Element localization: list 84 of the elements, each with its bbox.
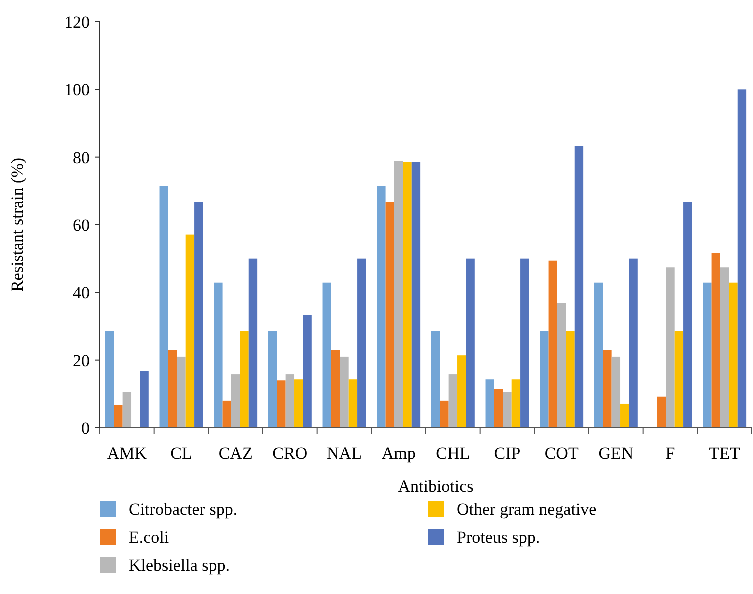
bar bbox=[503, 392, 512, 428]
y-tick-label: 60 bbox=[73, 216, 90, 235]
bar bbox=[720, 268, 730, 428]
bar bbox=[440, 400, 449, 428]
legend-label: Other gram negative bbox=[457, 500, 597, 519]
bar bbox=[557, 303, 566, 428]
bar bbox=[666, 268, 675, 428]
legend-label: E.coli bbox=[129, 528, 170, 547]
bar bbox=[214, 282, 223, 428]
bar bbox=[684, 202, 692, 428]
y-tick-label: 120 bbox=[64, 12, 90, 32]
x-tick-label: CIP bbox=[494, 444, 521, 463]
y-tick-label: 20 bbox=[73, 351, 90, 370]
bar bbox=[703, 282, 712, 428]
x-tick-label: Amp bbox=[382, 444, 416, 463]
bar bbox=[114, 404, 123, 428]
x-tick-label: CAZ bbox=[218, 444, 253, 463]
bar bbox=[729, 282, 738, 428]
bar bbox=[674, 331, 684, 428]
bar bbox=[738, 90, 747, 428]
bar bbox=[331, 350, 340, 428]
x-tick-label: GEN bbox=[598, 444, 634, 463]
bar bbox=[294, 380, 304, 428]
bar bbox=[340, 356, 349, 428]
x-tick-label: CRO bbox=[272, 444, 308, 463]
x-tick-label: CL bbox=[170, 444, 192, 463]
bar bbox=[268, 331, 278, 428]
bar bbox=[222, 400, 232, 428]
legend-label: Citrobacter spp. bbox=[129, 500, 238, 519]
bar bbox=[186, 234, 195, 428]
bar bbox=[240, 331, 249, 428]
bar bbox=[303, 315, 312, 428]
bar bbox=[520, 258, 530, 428]
y-tick-label: 40 bbox=[73, 284, 90, 303]
x-tick-label: CHL bbox=[436, 444, 470, 463]
legend-label: Klebsiella spp. bbox=[129, 556, 230, 575]
bar bbox=[494, 389, 504, 428]
bar bbox=[377, 186, 386, 428]
bar bbox=[574, 146, 584, 428]
bar bbox=[548, 260, 558, 428]
bar bbox=[394, 161, 404, 428]
legend-label: Proteus spp. bbox=[457, 528, 540, 547]
x-tick-label: F bbox=[666, 444, 676, 463]
bar bbox=[712, 253, 720, 428]
y-axis-title: Resistant strain (%) bbox=[8, 158, 27, 292]
bar bbox=[168, 350, 178, 428]
bar bbox=[386, 202, 394, 428]
y-tick-label: 80 bbox=[73, 148, 90, 168]
bar bbox=[140, 372, 149, 428]
bar bbox=[194, 202, 204, 428]
bar bbox=[629, 258, 638, 428]
bar bbox=[448, 374, 458, 428]
bar bbox=[248, 258, 258, 428]
bar bbox=[566, 331, 575, 428]
bar bbox=[277, 380, 286, 428]
bar bbox=[286, 374, 295, 428]
bar bbox=[657, 396, 666, 428]
bar bbox=[458, 356, 466, 428]
bar bbox=[540, 331, 549, 428]
x-tick-label: NAL bbox=[327, 444, 362, 463]
bar bbox=[486, 380, 494, 428]
bar bbox=[603, 350, 612, 428]
bar bbox=[512, 380, 521, 428]
bar bbox=[322, 282, 332, 428]
x-tick-label: TET bbox=[709, 444, 742, 463]
bar bbox=[348, 380, 358, 428]
y-tick-label: 100 bbox=[64, 80, 90, 100]
bar bbox=[620, 404, 630, 428]
bar bbox=[177, 356, 186, 428]
bar bbox=[403, 162, 412, 428]
bar bbox=[594, 282, 604, 428]
x-tick-label: AMK bbox=[107, 444, 148, 463]
x-tick-label: COT bbox=[544, 444, 580, 463]
bar bbox=[231, 374, 240, 428]
bar bbox=[122, 392, 132, 428]
x-axis-title: Antibiotics bbox=[398, 477, 474, 496]
bar bbox=[160, 186, 168, 428]
bar bbox=[431, 331, 440, 428]
bar bbox=[358, 258, 366, 428]
bar bbox=[612, 356, 621, 428]
bar bbox=[105, 331, 114, 428]
bar bbox=[412, 162, 421, 428]
bar bbox=[466, 258, 475, 428]
y-tick-label: 0 bbox=[82, 418, 90, 438]
